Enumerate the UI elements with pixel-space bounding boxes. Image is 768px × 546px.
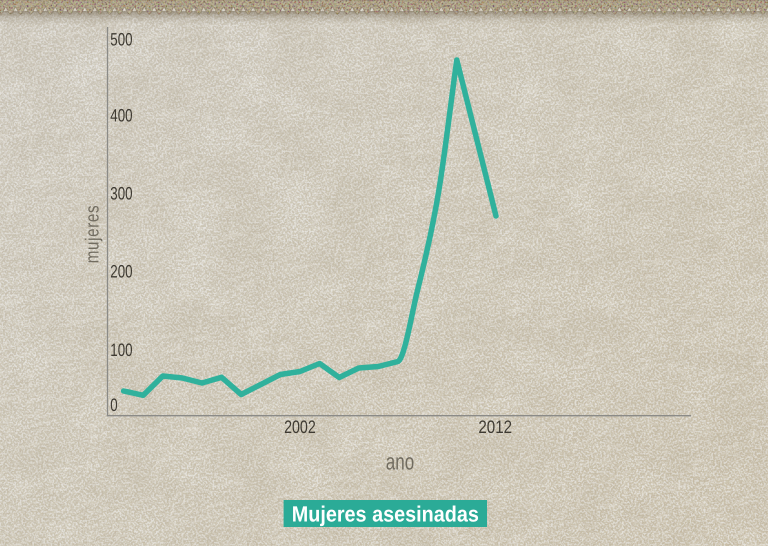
svg-text:300: 300 xyxy=(110,184,132,204)
svg-text:ano: ano xyxy=(386,448,414,474)
svg-text:500: 500 xyxy=(110,29,132,49)
svg-text:200: 200 xyxy=(110,261,132,281)
svg-text:mujeres: mujeres xyxy=(83,205,104,264)
svg-text:2012: 2012 xyxy=(478,417,512,437)
svg-text:Mujeres asesinadas: Mujeres asesinadas xyxy=(292,501,479,526)
svg-text:0: 0 xyxy=(110,395,117,415)
svg-text:100: 100 xyxy=(110,340,132,360)
svg-text:2002: 2002 xyxy=(284,417,316,437)
svg-text:400: 400 xyxy=(110,106,132,126)
